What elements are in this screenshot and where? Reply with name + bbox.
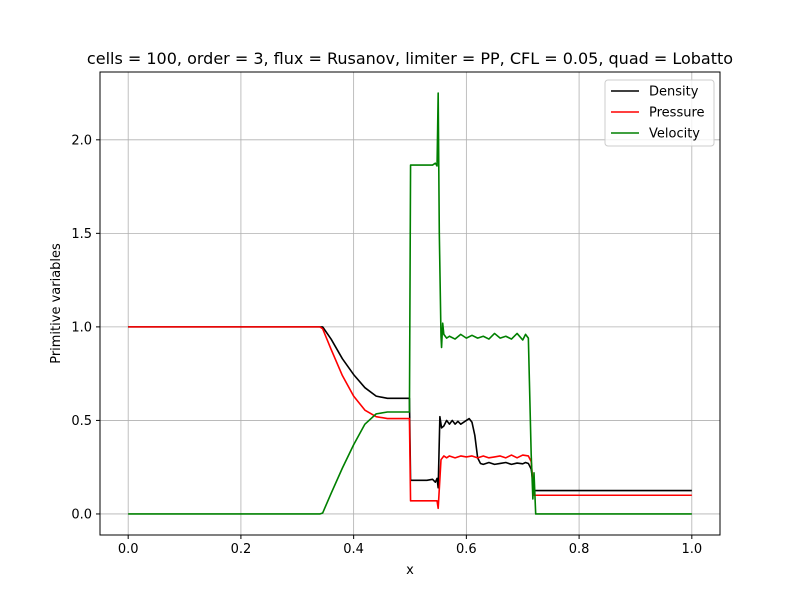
- legend: Density Pressure Velocity: [604, 79, 715, 147]
- legend-box: [604, 79, 715, 147]
- y-tick-label: 1.0: [71, 320, 92, 335]
- x-tick-label: 0.2: [231, 542, 252, 557]
- legend-label-velocity: Velocity: [649, 127, 700, 142]
- x-tick-label: 1.0: [681, 542, 702, 557]
- x-tick-label: 0.4: [343, 542, 364, 557]
- y-tick-label: 0.0: [71, 507, 92, 522]
- legend-items: Density Pressure Velocity: [611, 85, 705, 142]
- plot-frame: [99, 71, 721, 536]
- x-axis-label: x: [406, 563, 414, 578]
- series-line-density: [128, 326, 692, 492]
- x-tick-label: 0.6: [456, 542, 477, 557]
- series-line-velocity: [128, 92, 692, 515]
- chart-title: cells = 100, order = 3, flux = Rusanov, …: [87, 49, 733, 68]
- y-tick-label: 2.0: [71, 133, 92, 148]
- series-lines: [128, 92, 692, 515]
- x-tick-label: 0.0: [118, 542, 139, 557]
- axis-ticks: 0.0 0.2 0.4 0.6 0.8 1.0 0.0 0.5 1.0 1.5 2.0: [71, 133, 702, 557]
- legend-label-pressure: Pressure: [649, 106, 705, 121]
- x-tick-label: 0.8: [569, 542, 590, 557]
- y-tick-label: 1.5: [71, 227, 92, 242]
- y-tick-label: 0.5: [71, 414, 92, 429]
- legend-label-density: Density: [649, 85, 699, 100]
- series-line-pressure: [128, 326, 692, 510]
- y-axis-label: Primitive variables: [49, 243, 64, 364]
